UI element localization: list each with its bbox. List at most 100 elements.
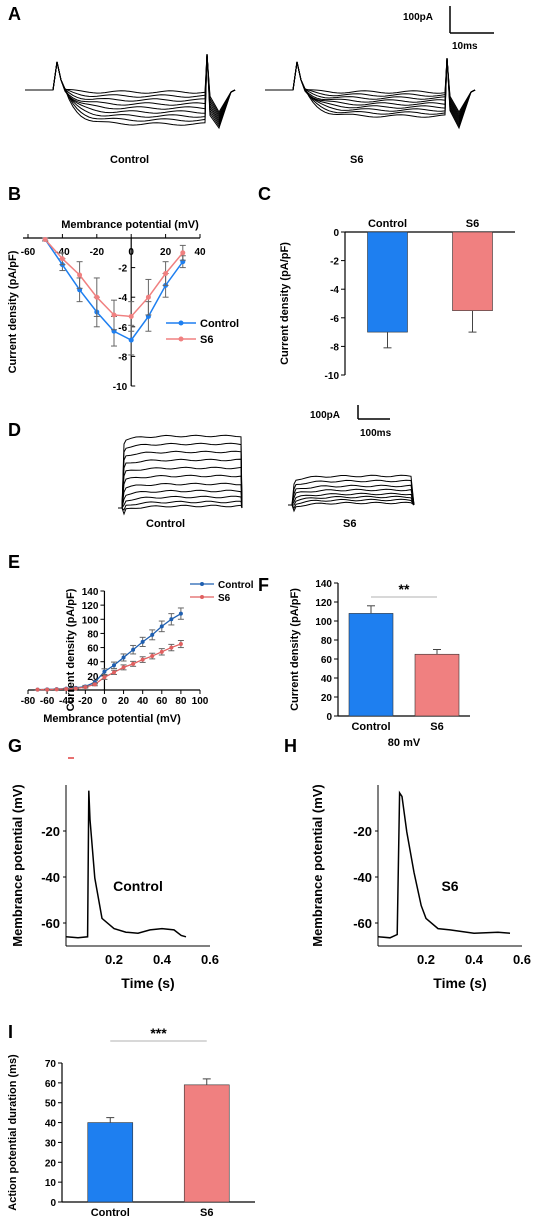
- current-trace: [288, 479, 415, 506]
- x-axis-title: Time (s): [433, 975, 486, 991]
- current-trace: [25, 53, 236, 116]
- x-tick-label: -40: [59, 696, 74, 707]
- data-point: [163, 271, 169, 277]
- data-point: [35, 687, 40, 692]
- significance-marker: ***: [150, 1025, 167, 1041]
- current-trace: [288, 488, 415, 506]
- panel-label-h: H: [284, 736, 297, 756]
- data-point: [112, 670, 116, 675]
- panel-label-b: B: [8, 184, 21, 204]
- current-trace: [288, 484, 415, 506]
- legend-marker: [178, 320, 184, 326]
- current-trace: [118, 500, 243, 511]
- data-point: [145, 294, 151, 300]
- x-tick-label: 0: [102, 696, 108, 707]
- current-trace: [118, 489, 243, 509]
- panel-d-scale-bar: 100pA 100ms: [310, 405, 392, 439]
- control-potassium-traces: [118, 434, 243, 516]
- x-tick-label: -80: [21, 696, 36, 707]
- panel-d-control-label: Control: [146, 518, 185, 530]
- y-tick-label: -60: [353, 916, 372, 931]
- y-tick-label: -40: [353, 870, 372, 885]
- y-tick-label: 100: [315, 617, 332, 628]
- y-tick-label: 80: [321, 636, 333, 647]
- data-point: [112, 663, 116, 668]
- data-point: [128, 313, 134, 319]
- data-point: [131, 647, 136, 652]
- y-tick-label: -20: [41, 824, 60, 839]
- current-trace: [265, 57, 476, 113]
- y-tick-label: 0: [333, 228, 339, 239]
- data-point: [140, 639, 145, 644]
- current-trace: [25, 53, 236, 130]
- x-tick-label: -20: [78, 696, 93, 707]
- y-tick-label: 50: [45, 1099, 57, 1110]
- legend-marker: [200, 595, 204, 599]
- s6-potassium-traces: [288, 474, 415, 513]
- data-point: [131, 661, 136, 666]
- category-label-control: Control: [368, 218, 407, 230]
- data-point: [180, 250, 186, 256]
- scale-current-label-d: 100pA: [310, 410, 340, 421]
- legend-label: Control: [218, 580, 254, 591]
- legend-label: S6: [200, 334, 213, 346]
- y-axis-title: Action potential duration (ms): [7, 1054, 19, 1211]
- panel-label-a: A: [8, 4, 21, 24]
- y-tick-label: -6: [330, 314, 339, 325]
- data-point: [64, 686, 69, 691]
- chart-g: -20 -40 -60 0.2 0.4 0.6 Time (s) Membrance pote…: [10, 784, 219, 991]
- data-point: [169, 617, 174, 622]
- panel-label-i: I: [8, 1022, 13, 1042]
- category-label-control: Control: [91, 1207, 130, 1219]
- y-tick-label: 60: [321, 655, 333, 666]
- current-trace: [25, 53, 236, 118]
- x-axis-title: Time (s): [121, 975, 174, 991]
- data-point: [150, 632, 155, 637]
- current-trace: [288, 495, 415, 506]
- data-point: [150, 654, 155, 659]
- y-tick-label: 0: [326, 712, 332, 723]
- scale-time-label: 10ms: [452, 41, 478, 52]
- y-tick-label: -6: [118, 323, 127, 334]
- panel-label-g: G: [8, 736, 22, 756]
- y-tick-label: 100: [82, 615, 99, 626]
- y-tick-label: 140: [82, 587, 99, 598]
- x-tick-label: 60: [156, 696, 168, 707]
- scale-current-label: 100pA: [403, 12, 433, 23]
- y-tick-label: 70: [45, 1059, 57, 1070]
- y-axis-title: Current density (pA/pF): [289, 588, 301, 711]
- current-trace: [118, 504, 243, 516]
- current-trace: [118, 466, 243, 509]
- chart-c: 0 -2 -4 -6 -8 -10 Control S6 Current density (pA…: [279, 218, 515, 382]
- x-tick-label: 0.6: [513, 952, 531, 967]
- y-tick-label: 20: [87, 672, 99, 683]
- current-trace: [118, 442, 243, 509]
- y-axis-title: Membrance potential (mV): [310, 784, 325, 947]
- legend-label: Control: [200, 318, 239, 330]
- current-trace: [265, 57, 476, 116]
- data-point: [102, 675, 107, 680]
- x-tick-label: 40: [137, 696, 149, 707]
- y-tick-label: 40: [321, 674, 333, 685]
- y-tick-label: 40: [87, 658, 99, 669]
- data-point: [54, 687, 59, 692]
- data-point: [121, 665, 126, 670]
- data-point: [92, 682, 97, 687]
- y-tick-label: 60: [87, 644, 99, 655]
- current-trace: [25, 53, 236, 128]
- x-axis-title: Membrance potential (mV): [43, 713, 181, 725]
- y-axis-title: Current density (pA/pF): [65, 588, 77, 711]
- y-tick-label: -2: [330, 257, 339, 268]
- current-trace: [25, 53, 236, 122]
- current-trace: [118, 458, 243, 509]
- legend-label: S6: [218, 593, 231, 604]
- current-trace: [118, 450, 243, 509]
- data-point: [83, 685, 88, 690]
- action-potential-trace: [377, 790, 511, 939]
- data-point: [77, 272, 83, 278]
- y-tick-label: 20: [45, 1158, 57, 1169]
- y-tick-label: -4: [118, 293, 127, 304]
- legend-marker: [200, 582, 204, 586]
- current-trace: [265, 57, 476, 130]
